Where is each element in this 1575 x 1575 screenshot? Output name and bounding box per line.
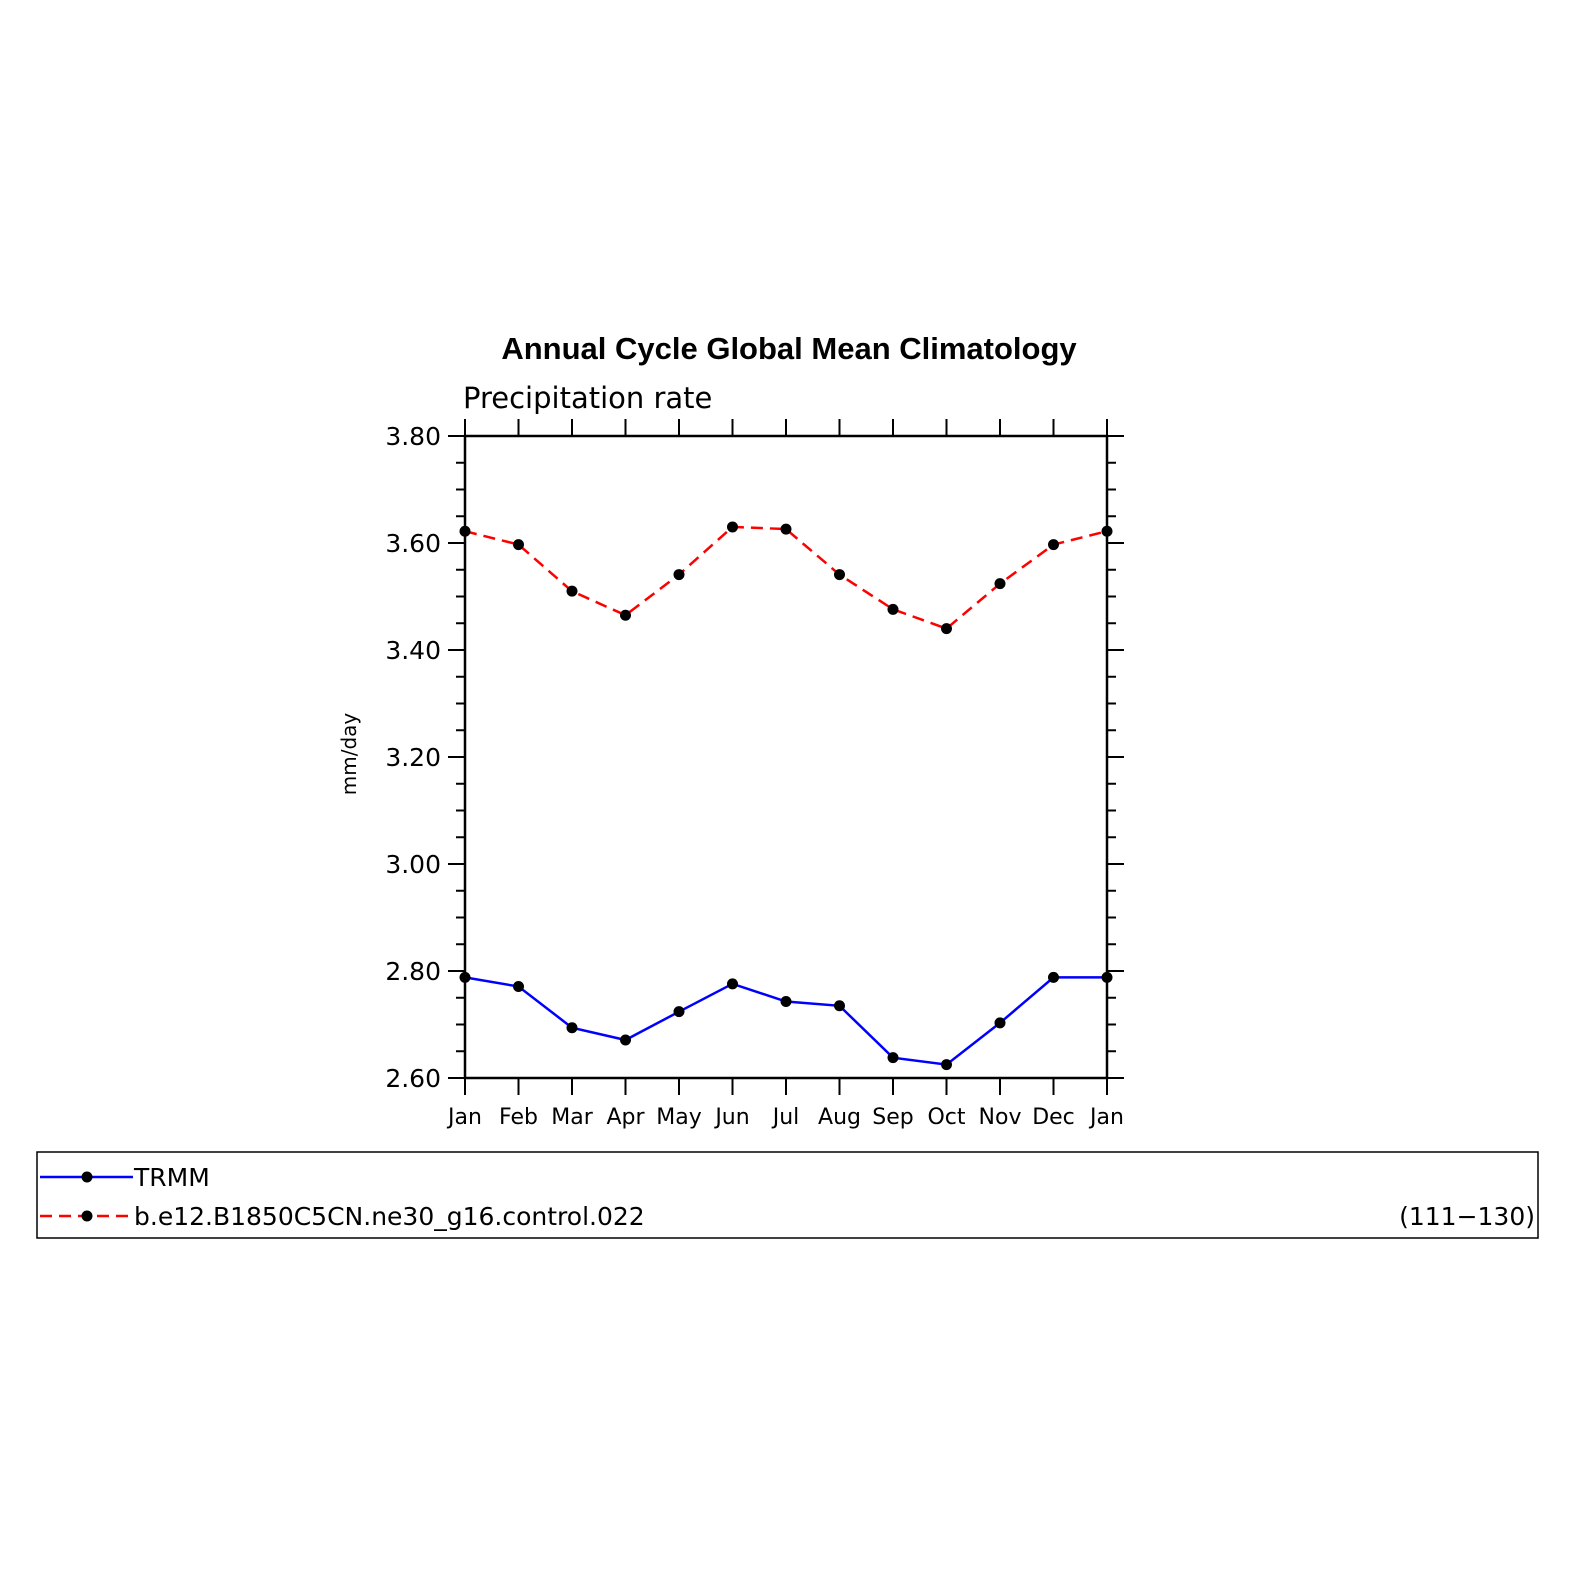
y-tick-label: 3.00 xyxy=(385,850,441,879)
y-tick-label: 3.60 xyxy=(385,529,441,558)
x-tick-label: Dec xyxy=(1032,1105,1075,1130)
x-tick-label: Feb xyxy=(499,1105,538,1130)
y-tick-label: 2.80 xyxy=(385,957,441,986)
x-tick-label: Jan xyxy=(446,1105,482,1130)
y-tick-label: 2.60 xyxy=(385,1064,441,1093)
series-1-point xyxy=(459,525,471,537)
x-axis-tick-labels: Jan Feb Mar Apr May Jun Jul Aug Sep Oct Nov Dec Jan xyxy=(446,1105,1124,1130)
y-tick-label: 3.20 xyxy=(385,743,441,772)
chart-title: Annual Cycle Global Mean Climatology xyxy=(501,331,1077,366)
series-1-point xyxy=(887,603,899,615)
series-0-point xyxy=(834,1000,845,1012)
y-axis-ticks xyxy=(448,435,1124,1079)
y-tick-label: 3.40 xyxy=(385,636,441,665)
series-1-point xyxy=(673,569,685,581)
series-0-point xyxy=(513,981,524,993)
series-0-point xyxy=(566,1022,578,1034)
series-1-point xyxy=(1101,525,1113,537)
series-1-point xyxy=(834,569,845,581)
y-axis-tick-labels: 2.60 2.80 3.00 3.20 3.40 3.60 3.80 xyxy=(385,422,441,1093)
series-1-point xyxy=(727,521,738,533)
series-0-point xyxy=(673,1006,685,1018)
x-tick-label: Sep xyxy=(872,1105,913,1130)
x-axis-ticks xyxy=(464,419,1108,1095)
y-tick-label: 3.80 xyxy=(385,422,441,451)
x-tick-label: Oct xyxy=(927,1105,965,1130)
series-1-point xyxy=(780,523,792,535)
series-0-point xyxy=(459,971,471,983)
series-1-point xyxy=(566,585,578,597)
x-tick-label: Aug xyxy=(818,1105,861,1130)
x-tick-label: Jun xyxy=(713,1105,749,1130)
series-layer xyxy=(459,521,1113,1071)
series-0-point xyxy=(727,978,738,990)
x-tick-label: Nov xyxy=(979,1105,1022,1130)
series-0-point xyxy=(1101,971,1113,983)
series-1-point xyxy=(941,623,952,635)
series-0-point xyxy=(941,1059,952,1071)
x-tick-label: Jan xyxy=(1088,1105,1124,1130)
series-0-point xyxy=(1048,971,1059,983)
x-tick-label: Mar xyxy=(551,1105,593,1130)
x-tick-label: Jul xyxy=(771,1105,800,1130)
series-1-point xyxy=(513,539,524,551)
legend-label-trmm: TRMM xyxy=(133,1163,210,1192)
series-0-point xyxy=(887,1052,899,1064)
series-0-point xyxy=(780,995,792,1007)
legend-box xyxy=(36,1151,1539,1239)
legend: TRMM b.e12.B1850C5CN.ne30_g16.control.02… xyxy=(36,1151,1539,1239)
series-1-point xyxy=(620,609,631,621)
series-0-point xyxy=(994,1017,1006,1029)
legend-marker-model xyxy=(81,1210,93,1222)
chart-subtitle: Precipitation rate xyxy=(463,381,712,415)
y-axis-label: mm/day xyxy=(337,713,361,796)
series-1-point xyxy=(1048,539,1059,551)
legend-marker-trmm xyxy=(81,1171,93,1183)
x-tick-label: May xyxy=(656,1105,701,1130)
x-tick-label: Apr xyxy=(606,1105,645,1130)
series-line-0 xyxy=(464,976,1107,1066)
series-1-point xyxy=(994,578,1006,590)
legend-label-model: b.e12.B1850C5CN.ne30_g16.control.022 xyxy=(134,1202,645,1231)
series-line-1 xyxy=(464,525,1108,631)
legend-year-range: (111−130) xyxy=(1399,1202,1535,1231)
series-0-point xyxy=(620,1034,631,1046)
